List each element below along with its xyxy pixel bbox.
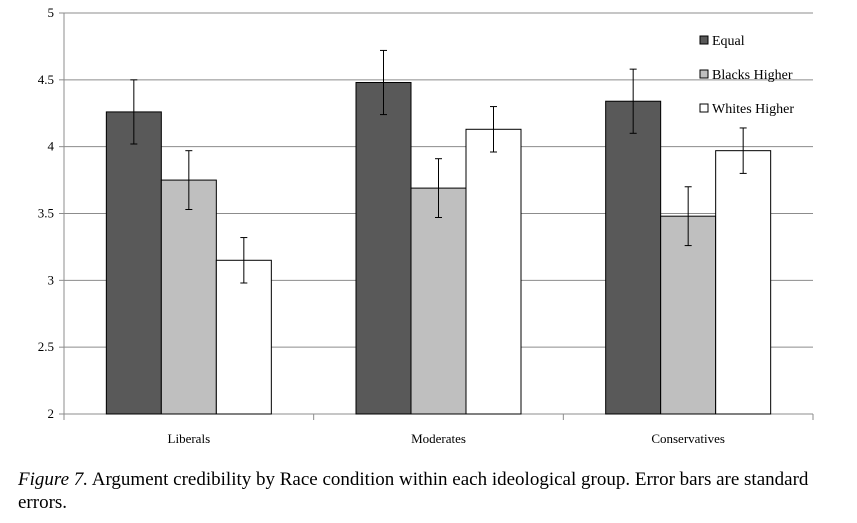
legend-label: Whites Higher xyxy=(712,102,794,117)
error-bars xyxy=(130,49,747,284)
legend-swatch xyxy=(699,35,709,45)
legend-label: Blacks Higher xyxy=(712,68,793,83)
bar xyxy=(355,82,412,415)
bars xyxy=(105,82,772,415)
bar xyxy=(160,179,217,415)
legend-swatch xyxy=(699,69,709,79)
x-category-labels: Liberals Moderates Conservatives xyxy=(168,431,725,446)
bar xyxy=(715,150,772,415)
caption-label: Figure 7. xyxy=(18,469,89,490)
category-label: Moderates xyxy=(411,431,466,446)
y-tick-labels: 2 2.5 3 3.5 4 4.5 5 xyxy=(38,5,55,421)
caption-text: Argument credibility by Race condition w… xyxy=(18,469,809,513)
y-tick-label: 3.5 xyxy=(38,206,54,221)
y-tick-label: 3 xyxy=(48,272,55,287)
y-tick-label: 2.5 xyxy=(38,339,54,354)
legend-swatch xyxy=(699,103,709,113)
legend-label: Equal xyxy=(712,34,745,49)
bar xyxy=(215,259,272,415)
figure-caption: Figure 7. Argument credibility by Race c… xyxy=(18,468,848,514)
y-tick-label: 4 xyxy=(48,139,55,154)
bar xyxy=(465,128,522,415)
legend: Equal Blacks Higher Whites Higher xyxy=(699,34,794,117)
y-tick-label: 2 xyxy=(48,406,55,421)
bar xyxy=(105,111,162,415)
y-tick-label: 5 xyxy=(48,5,55,20)
category-label: Conservatives xyxy=(651,431,725,446)
bar xyxy=(660,215,717,415)
y-tick-label: 4.5 xyxy=(38,72,54,87)
bar-chart: 2 2.5 3 3.5 4 4.5 5 Liberals Moderates Conservat… xyxy=(38,5,814,446)
category-label: Liberals xyxy=(168,431,211,446)
bar xyxy=(605,100,662,415)
bar xyxy=(410,187,467,415)
